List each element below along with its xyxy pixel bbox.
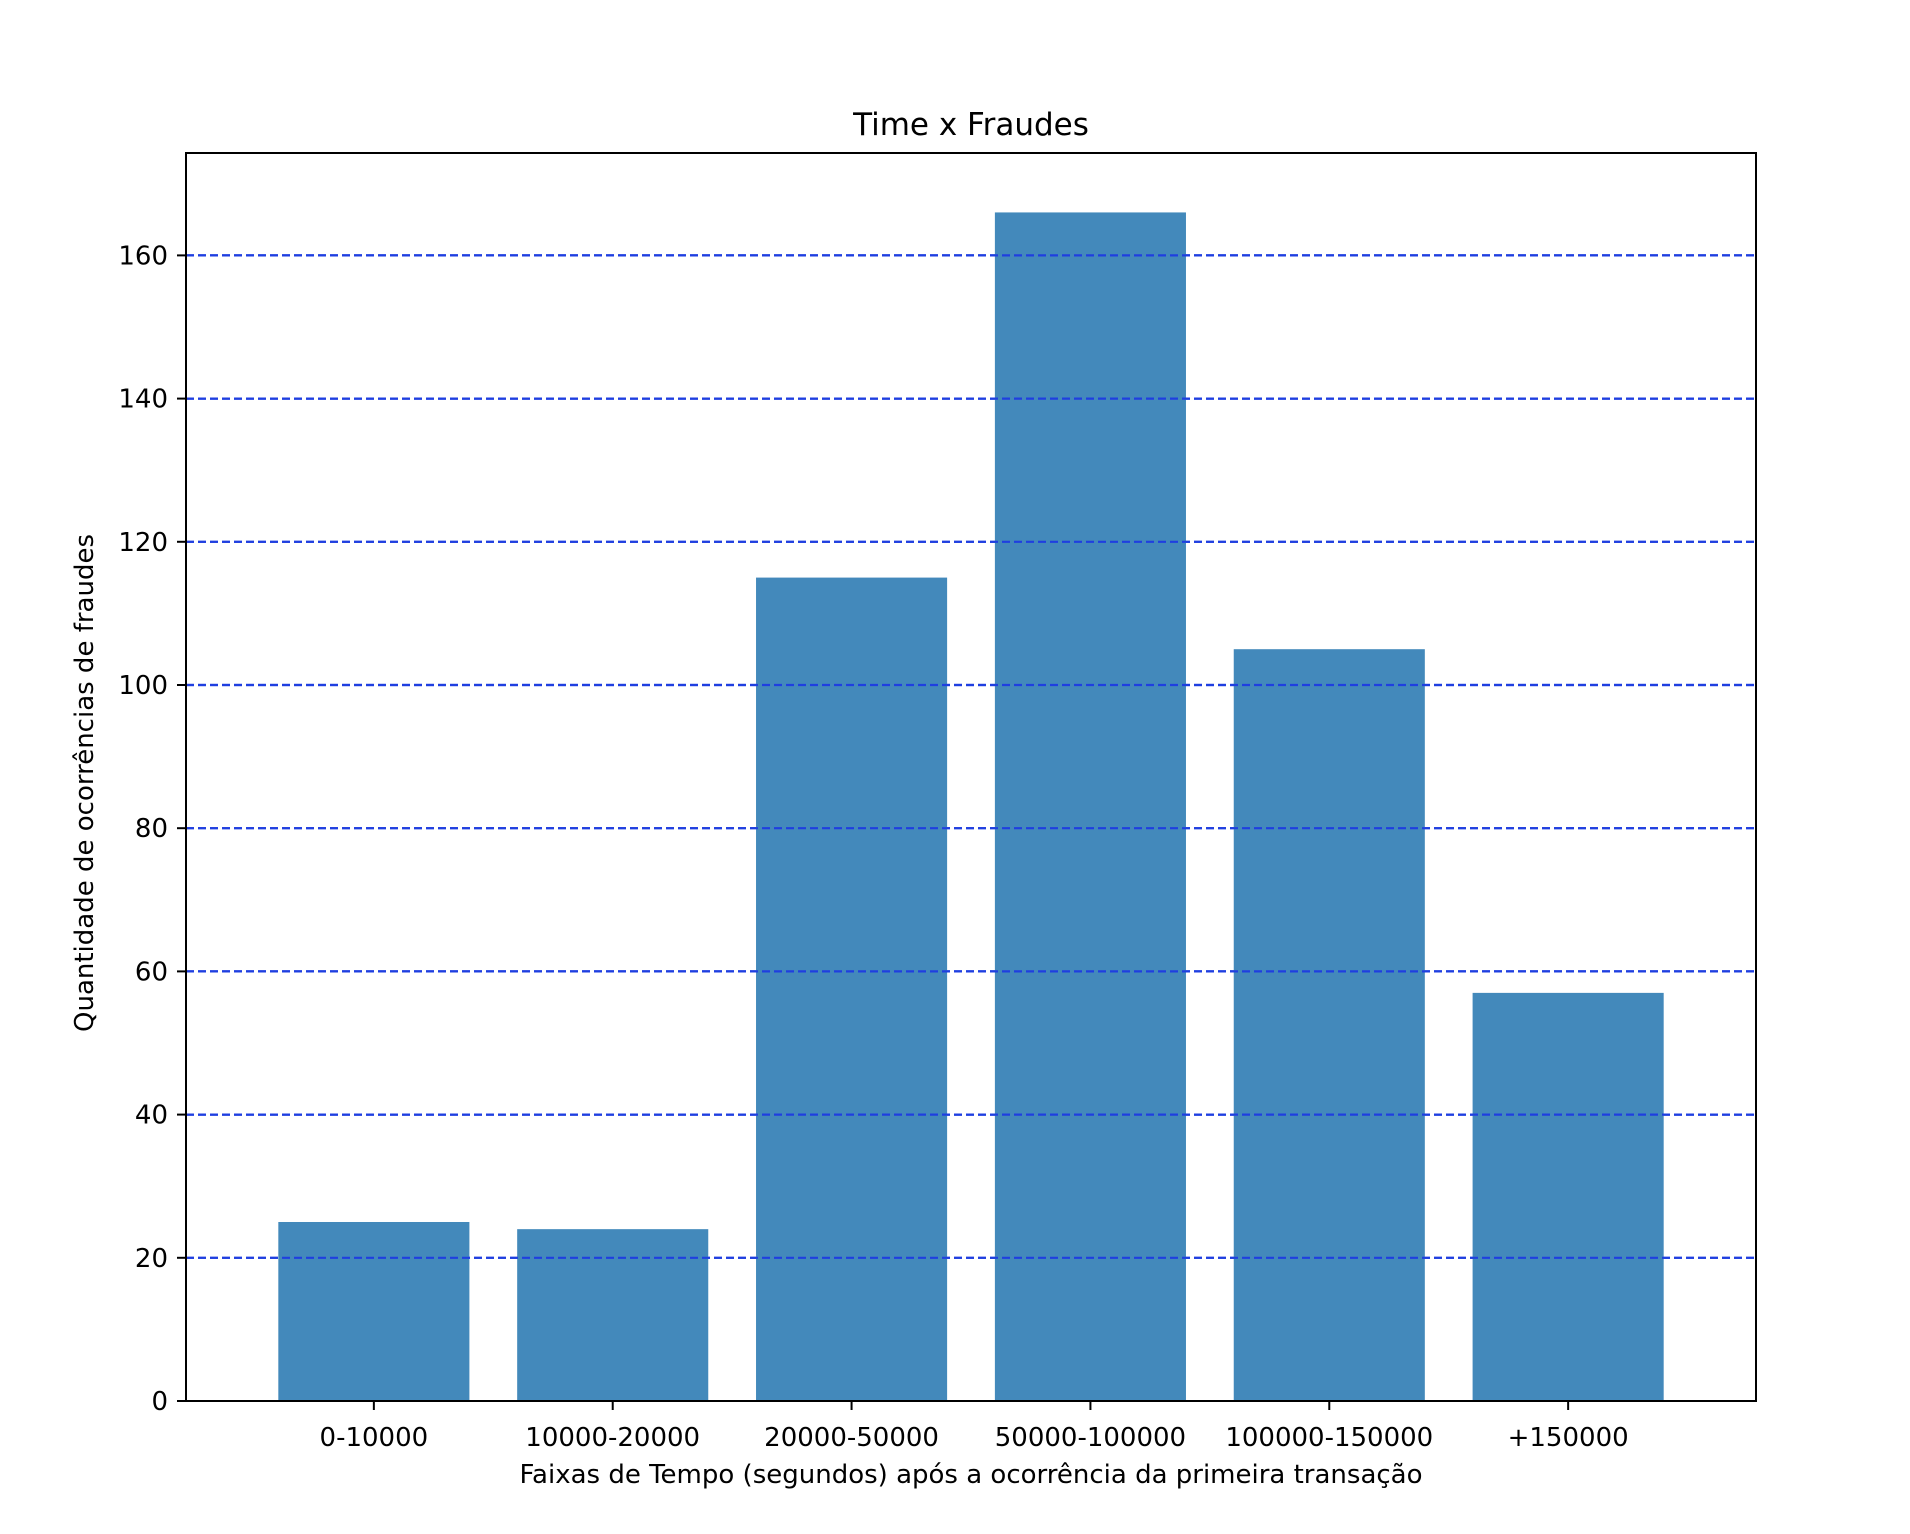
y-axis-ticks: 0 20 40 60 80 100 120 140 160 (118, 241, 186, 1417)
bar-50000-100000 (994, 212, 1186, 1401)
x-tick-label: 0-10000 (320, 1423, 429, 1453)
chart-title: Time x Fraudes (852, 107, 1089, 143)
y-axis-label: Quantidade de ocorrências de fraudes (70, 534, 100, 1032)
x-axis-label: Faixas de Tempo (segundos) após a ocorrê… (519, 1460, 1422, 1490)
y-tick-label: 100 (118, 671, 168, 701)
y-tick-label: 140 (118, 385, 168, 415)
y-tick-label: 20 (135, 1244, 168, 1274)
y-tick-label: 80 (135, 814, 168, 844)
x-tick-label: +150000 (1508, 1423, 1629, 1453)
x-tick-label: 10000-20000 (525, 1423, 700, 1453)
bar-0-10000 (278, 1221, 470, 1401)
x-axis-ticks: 0-10000 10000-20000 20000-50000 50000-10000… (320, 1401, 1629, 1453)
y-tick-label: 160 (118, 241, 168, 271)
bar-20000-50000 (756, 577, 948, 1401)
plot-frame (185, 152, 1757, 1402)
x-tick-label: 20000-50000 (764, 1423, 939, 1453)
bar-+150000 (1472, 992, 1664, 1401)
x-tick-label: 50000-100000 (995, 1423, 1186, 1453)
bar-10000-20000 (517, 1229, 709, 1401)
y-tick-label: 120 (118, 528, 168, 558)
y-tick-label: 0 (151, 1387, 168, 1417)
bar-100000-150000 (1233, 649, 1425, 1401)
y-tick-label: 60 (135, 957, 168, 987)
y-tick-label: 40 (135, 1101, 168, 1131)
bars (186, 212, 1756, 1401)
x-tick-label: 100000-150000 (1225, 1423, 1433, 1453)
